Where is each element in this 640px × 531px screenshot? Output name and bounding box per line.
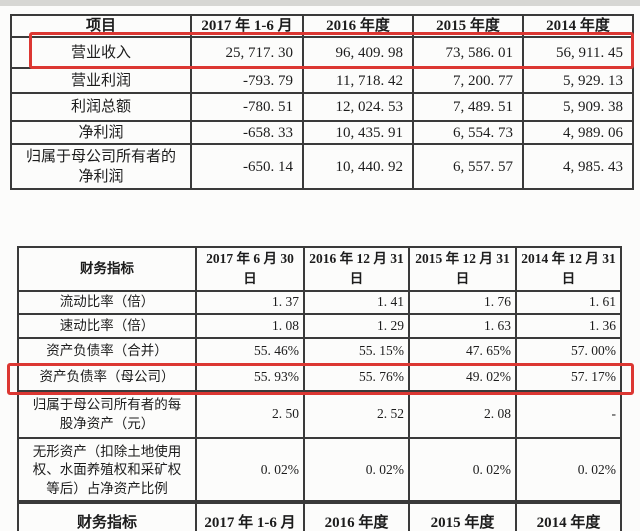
financial-indicators-table: 财务指标 2017 年 6 月 30 日 2016 年 12 月 31 日 20… — [17, 246, 622, 504]
value-cell: 2. 08 — [408, 390, 517, 439]
header-cell: 2017 年 1-6 月 — [190, 13, 304, 39]
row-label-cell: 利润总额 — [10, 92, 192, 123]
header-cell: 2016 年度 — [303, 500, 410, 531]
value-cell: 2. 50 — [195, 390, 305, 439]
header-cell: 2014 年度 — [515, 500, 622, 531]
value-cell: 1. 76 — [408, 290, 517, 315]
header-cell: 2015 年度 — [412, 13, 524, 39]
value-cell: 6, 557. 57 — [412, 143, 524, 191]
header-cell: 2014 年 12 月 31 日 — [515, 246, 622, 292]
value-cell: 0. 02% — [515, 437, 622, 504]
value-cell: 57. 00% — [515, 337, 622, 365]
value-cell: 10, 440. 92 — [302, 143, 414, 191]
value-cell: 10, 435. 91 — [302, 120, 414, 146]
row-label-cell: 营业利润 — [10, 67, 192, 95]
value-cell: 4, 985. 43 — [522, 143, 634, 191]
value-cell: 1. 63 — [408, 313, 517, 339]
row-label-cell: 净利润 — [10, 120, 192, 146]
value-cell: 55. 15% — [303, 337, 410, 365]
header-cell: 2017 年 1-6 月 — [195, 500, 305, 531]
row-label-cell: 归属于母公司所有者的每股净资产（元） — [17, 390, 197, 439]
value-cell: 6, 554. 73 — [412, 120, 524, 146]
value-cell: 4, 989. 06 — [522, 120, 634, 146]
header-cell: 2016 年 12 月 31 日 — [303, 246, 410, 292]
header-cell: 财务指标 — [17, 500, 197, 531]
value-cell: 7, 489. 51 — [412, 92, 524, 123]
value-cell: -780. 51 — [190, 92, 304, 123]
value-cell: 0. 02% — [195, 437, 305, 504]
value-cell: 47. 65% — [408, 337, 517, 365]
row-label-cell: 流动比率（倍） — [17, 290, 197, 315]
table-row-debt-ratio-consolidated: 资产负债率（合并） 55. 46% 55. 15% 47. 65% 57. 00… — [17, 337, 622, 365]
value-cell: -650. 14 — [190, 143, 304, 191]
table-row-operating-revenue: 营业收入 25, 717. 30 96, 409. 98 73, 586. 01… — [10, 36, 634, 70]
header-cell: 2015 年 12 月 31 日 — [408, 246, 517, 292]
scan-edge-strip — [0, 0, 640, 6]
value-cell: 56, 911. 45 — [522, 36, 634, 70]
value-cell: -793. 79 — [190, 67, 304, 95]
value-cell: - — [515, 390, 622, 439]
row-label-cell: 归属于母公司所有者的净利润 — [10, 143, 192, 191]
table-row-current-ratio: 流动比率（倍） 1. 37 1. 41 1. 76 1. 61 — [17, 290, 622, 315]
value-cell: 96, 409. 98 — [302, 36, 414, 70]
header-cell: 2014 年度 — [522, 13, 634, 39]
value-cell: 0. 02% — [408, 437, 517, 504]
value-cell: 2. 52 — [303, 390, 410, 439]
table-row-intangible-assets-ratio: 无形资产（扣除土地使用权、水面养殖权和采矿权等后）占净资产比例 0. 02% 0… — [17, 437, 622, 504]
value-cell: 12, 024. 53 — [302, 92, 414, 123]
value-cell: 55. 76% — [303, 363, 410, 392]
value-cell: 0. 02% — [303, 437, 410, 504]
header-cell: 项目 — [10, 13, 192, 39]
table-row-debt-ratio-parent: 资产负债率（母公司） 55. 93% 55. 76% 49. 02% 57. 1… — [17, 363, 622, 392]
header-cell: 财务指标 — [17, 246, 197, 292]
value-cell: 5, 929. 13 — [522, 67, 634, 95]
value-cell: 11, 718. 42 — [302, 67, 414, 95]
row-label-cell: 无形资产（扣除土地使用权、水面养殖权和采矿权等后）占净资产比例 — [17, 437, 197, 504]
value-cell: 57. 17% — [515, 363, 622, 392]
value-cell: 5, 909. 38 — [522, 92, 634, 123]
header-cell: 2017 年 6 月 30 日 — [195, 246, 305, 292]
value-cell: 1. 08 — [195, 313, 305, 339]
table-header-row: 财务指标 2017 年 6 月 30 日 2016 年 12 月 31 日 20… — [17, 246, 622, 292]
table-row-total-profit: 利润总额 -780. 51 12, 024. 53 7, 489. 51 5, … — [10, 92, 634, 123]
table-row-operating-profit: 营业利润 -793. 79 11, 718. 42 7, 200. 77 5, … — [10, 67, 634, 95]
value-cell: -658. 33 — [190, 120, 304, 146]
value-cell: 1. 37 — [195, 290, 305, 315]
value-cell: 49. 02% — [408, 363, 517, 392]
value-cell: 55. 93% — [195, 363, 305, 392]
row-label-cell: 资产负债率（母公司） — [17, 363, 197, 392]
header-cell: 2015 年度 — [408, 500, 517, 531]
table-row-parent-net-profit: 归属于母公司所有者的净利润 -650. 14 10, 440. 92 6, 55… — [10, 143, 634, 191]
value-cell: 73, 586. 01 — [412, 36, 524, 70]
value-cell: 1. 61 — [515, 290, 622, 315]
header-cell: 2016 年度 — [302, 13, 414, 39]
value-cell: 1. 29 — [303, 313, 410, 339]
value-cell: 1. 41 — [303, 290, 410, 315]
value-cell: 7, 200. 77 — [412, 67, 524, 95]
row-label-cell: 速动比率（倍） — [17, 313, 197, 339]
table-header-row: 财务指标 2017 年 1-6 月 2016 年度 2015 年度 2014 年… — [17, 500, 622, 531]
value-cell: 55. 46% — [195, 337, 305, 365]
value-cell: 25, 717. 30 — [190, 36, 304, 70]
row-label-cell: 营业收入 — [10, 36, 192, 70]
table-header-row: 项目 2017 年 1-6 月 2016 年度 2015 年度 2014 年度 — [10, 13, 634, 39]
row-label-cell: 资产负债率（合并） — [17, 337, 197, 365]
next-table-header: 财务指标 2017 年 1-6 月 2016 年度 2015 年度 2014 年… — [17, 500, 622, 531]
financial-summary-table: 项目 2017 年 1-6 月 2016 年度 2015 年度 2014 年度 … — [10, 13, 634, 191]
table-row-net-profit: 净利润 -658. 33 10, 435. 91 6, 554. 73 4, 9… — [10, 120, 634, 146]
value-cell: 1. 36 — [515, 313, 622, 339]
table-row-quick-ratio: 速动比率（倍） 1. 08 1. 29 1. 63 1. 36 — [17, 313, 622, 339]
table-row-net-assets-per-share: 归属于母公司所有者的每股净资产（元） 2. 50 2. 52 2. 08 - — [17, 390, 622, 439]
